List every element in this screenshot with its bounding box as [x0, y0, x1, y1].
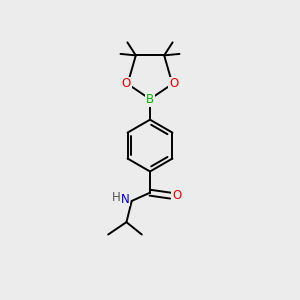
Text: N: N — [121, 193, 130, 206]
Text: H: H — [112, 191, 121, 205]
Text: O: O — [122, 77, 131, 91]
Text: B: B — [146, 93, 154, 106]
Text: O: O — [169, 77, 178, 91]
Text: O: O — [172, 188, 181, 202]
